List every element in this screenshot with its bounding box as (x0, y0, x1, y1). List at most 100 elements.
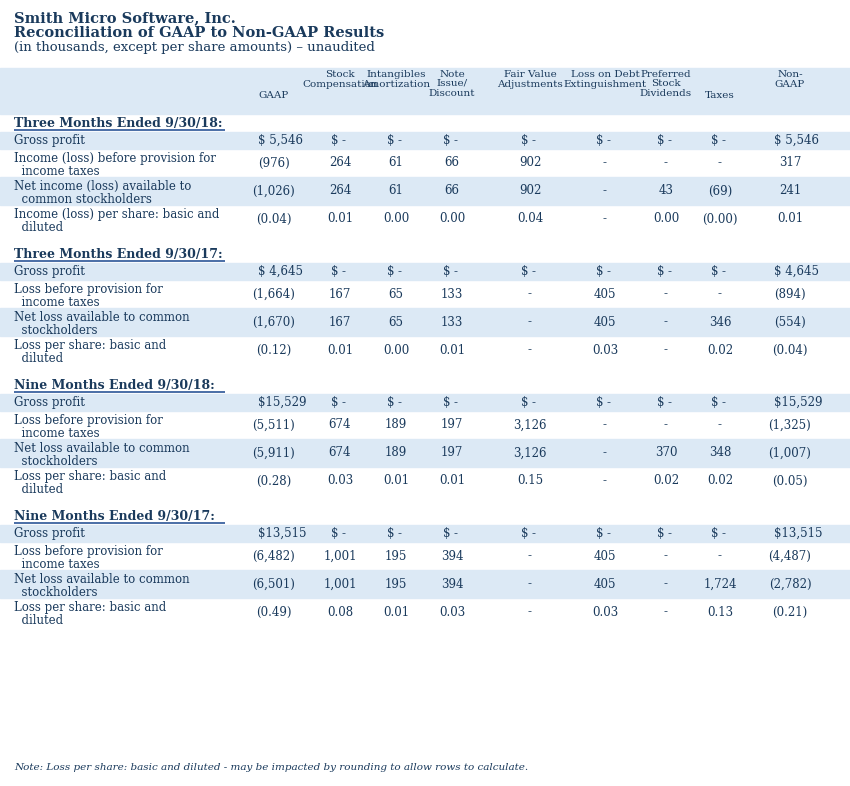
Text: $: $ (657, 527, 665, 540)
Text: $: $ (521, 527, 529, 540)
Text: income taxes: income taxes (14, 427, 99, 440)
Bar (0, 263, 850, 280)
Text: 902: 902 (518, 185, 541, 197)
Text: Gross profit: Gross profit (14, 134, 85, 147)
Text: 66: 66 (445, 185, 460, 197)
Text: 0.01: 0.01 (777, 212, 803, 226)
Text: Gross profit: Gross profit (14, 265, 85, 278)
Text: $: $ (443, 134, 451, 147)
Text: Loss per share: basic and: Loss per share: basic and (14, 339, 167, 352)
Text: -: - (668, 396, 672, 409)
Text: -: - (532, 265, 536, 278)
Text: Discount: Discount (428, 89, 475, 98)
Text: 0.03: 0.03 (592, 605, 618, 619)
Text: -: - (342, 527, 346, 540)
Text: -: - (664, 605, 668, 619)
Text: $: $ (596, 527, 603, 540)
Bar (0, 570, 850, 598)
Text: Intangibles: Intangibles (366, 70, 426, 79)
Text: Smith Micro Software, Inc.: Smith Micro Software, Inc. (14, 11, 235, 25)
Text: GAAP: GAAP (259, 91, 289, 100)
Text: Issue/: Issue/ (436, 79, 468, 88)
Text: Nine Months Ended 9/30/17:: Nine Months Ended 9/30/17: (14, 510, 215, 523)
Text: -: - (342, 396, 346, 409)
Text: Loss on Debt: Loss on Debt (570, 70, 639, 79)
Text: (1,670): (1,670) (252, 315, 296, 329)
Text: (554): (554) (774, 315, 806, 329)
Text: income taxes: income taxes (14, 296, 99, 309)
Text: $ 5,546: $ 5,546 (258, 134, 303, 147)
Text: -: - (532, 134, 536, 147)
Text: (1,664): (1,664) (252, 288, 296, 300)
Text: Income (loss) before provision for: Income (loss) before provision for (14, 152, 216, 165)
Text: Net income (loss) available to: Net income (loss) available to (14, 180, 191, 193)
Text: -: - (398, 134, 402, 147)
Text: 0.02: 0.02 (653, 475, 679, 487)
Text: 0.03: 0.03 (439, 605, 465, 619)
Text: stockholders: stockholders (14, 324, 98, 337)
Text: (0.05): (0.05) (773, 475, 807, 487)
Text: -: - (664, 156, 668, 170)
Text: -: - (607, 134, 611, 147)
Text: -: - (528, 315, 532, 329)
Text: 189: 189 (385, 418, 407, 432)
Text: -: - (603, 185, 607, 197)
Text: 674: 674 (329, 418, 351, 432)
Text: (6,482): (6,482) (252, 549, 295, 563)
Text: -: - (454, 527, 458, 540)
Text: 61: 61 (388, 185, 404, 197)
Text: -: - (342, 134, 346, 147)
Text: $13,515: $13,515 (774, 527, 823, 540)
Text: 405: 405 (594, 288, 616, 300)
Text: -: - (664, 418, 668, 432)
Text: -: - (454, 134, 458, 147)
Text: 0.01: 0.01 (439, 475, 465, 487)
Text: -: - (532, 527, 536, 540)
Text: 1,001: 1,001 (323, 549, 357, 563)
Text: $: $ (387, 265, 394, 278)
Text: Non-: Non- (777, 70, 802, 79)
Text: 197: 197 (441, 446, 463, 460)
Text: $: $ (331, 527, 338, 540)
Text: -: - (603, 156, 607, 170)
Text: $: $ (521, 134, 529, 147)
Text: Note: Loss per share: basic and diluted - may be impacted by rounding to allow r: Note: Loss per share: basic and diluted … (14, 763, 528, 772)
Text: -: - (398, 527, 402, 540)
Text: Amortization: Amortization (362, 80, 430, 89)
Text: Loss per share: basic and: Loss per share: basic and (14, 470, 167, 483)
Text: $: $ (657, 265, 665, 278)
Text: 133: 133 (441, 288, 463, 300)
Text: 66: 66 (445, 156, 460, 170)
Text: 195: 195 (385, 549, 407, 563)
Text: -: - (398, 396, 402, 409)
Text: -: - (664, 343, 668, 357)
Text: Fair Value: Fair Value (503, 70, 557, 79)
Text: 0.00: 0.00 (382, 343, 409, 357)
Text: 0.01: 0.01 (439, 343, 465, 357)
Text: 0.01: 0.01 (383, 605, 409, 619)
Bar (0, 394, 850, 411)
Text: -: - (668, 527, 672, 540)
Text: Note: Note (439, 70, 465, 79)
Text: Nine Months Ended 9/30/18:: Nine Months Ended 9/30/18: (14, 379, 215, 392)
Text: diluted: diluted (14, 221, 63, 234)
Text: 264: 264 (329, 156, 351, 170)
Text: -: - (722, 134, 726, 147)
Text: 1,724: 1,724 (703, 578, 737, 590)
Text: 65: 65 (388, 315, 404, 329)
Text: $: $ (596, 134, 603, 147)
Text: 167: 167 (329, 288, 351, 300)
Text: -: - (664, 288, 668, 300)
Text: -: - (718, 156, 722, 170)
Text: 0.08: 0.08 (327, 605, 353, 619)
Text: 0.03: 0.03 (592, 343, 618, 357)
Text: (894): (894) (774, 288, 806, 300)
Text: -: - (603, 212, 607, 226)
Text: -: - (342, 265, 346, 278)
Text: (0.04): (0.04) (256, 212, 292, 226)
Text: -: - (668, 265, 672, 278)
Text: 0.13: 0.13 (707, 605, 733, 619)
Text: 0.15: 0.15 (517, 475, 543, 487)
Text: (in thousands, except per share amounts) – unaudited: (in thousands, except per share amounts)… (14, 41, 375, 54)
Text: Gross profit: Gross profit (14, 396, 85, 409)
